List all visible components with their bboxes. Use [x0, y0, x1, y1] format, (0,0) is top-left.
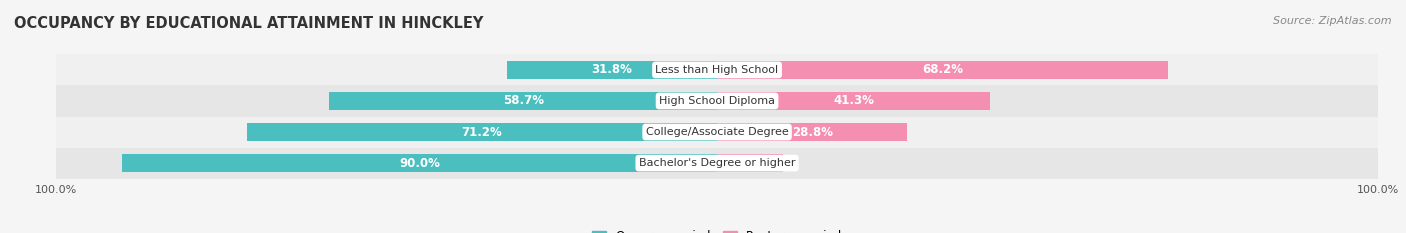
Text: Less than High School: Less than High School [655, 65, 779, 75]
Bar [246, 123, 717, 141]
Bar [717, 61, 1168, 79]
Bar [717, 123, 907, 141]
Bar [717, 154, 783, 172]
Bar [122, 154, 717, 172]
Bar [508, 61, 717, 79]
Legend: Owner-occupied, Renter-occupied: Owner-occupied, Renter-occupied [586, 225, 848, 233]
Text: OCCUPANCY BY EDUCATIONAL ATTAINMENT IN HINCKLEY: OCCUPANCY BY EDUCATIONAL ATTAINMENT IN H… [14, 16, 484, 31]
Text: 68.2%: 68.2% [922, 63, 963, 76]
Bar [56, 147, 1378, 179]
Bar [329, 92, 717, 110]
Text: 71.2%: 71.2% [461, 126, 502, 139]
Text: Bachelor's Degree or higher: Bachelor's Degree or higher [638, 158, 796, 168]
Text: College/Associate Degree: College/Associate Degree [645, 127, 789, 137]
Bar [56, 86, 1378, 116]
Text: Source: ZipAtlas.com: Source: ZipAtlas.com [1274, 16, 1392, 26]
Text: High School Diploma: High School Diploma [659, 96, 775, 106]
Text: 41.3%: 41.3% [834, 94, 875, 107]
Text: 31.8%: 31.8% [592, 63, 633, 76]
Text: 90.0%: 90.0% [399, 157, 440, 170]
Text: 58.7%: 58.7% [502, 94, 544, 107]
Text: 28.8%: 28.8% [792, 126, 832, 139]
Text: 10.0%: 10.0% [730, 157, 770, 170]
Bar [56, 116, 1378, 147]
Bar [56, 54, 1378, 86]
Bar [717, 92, 990, 110]
